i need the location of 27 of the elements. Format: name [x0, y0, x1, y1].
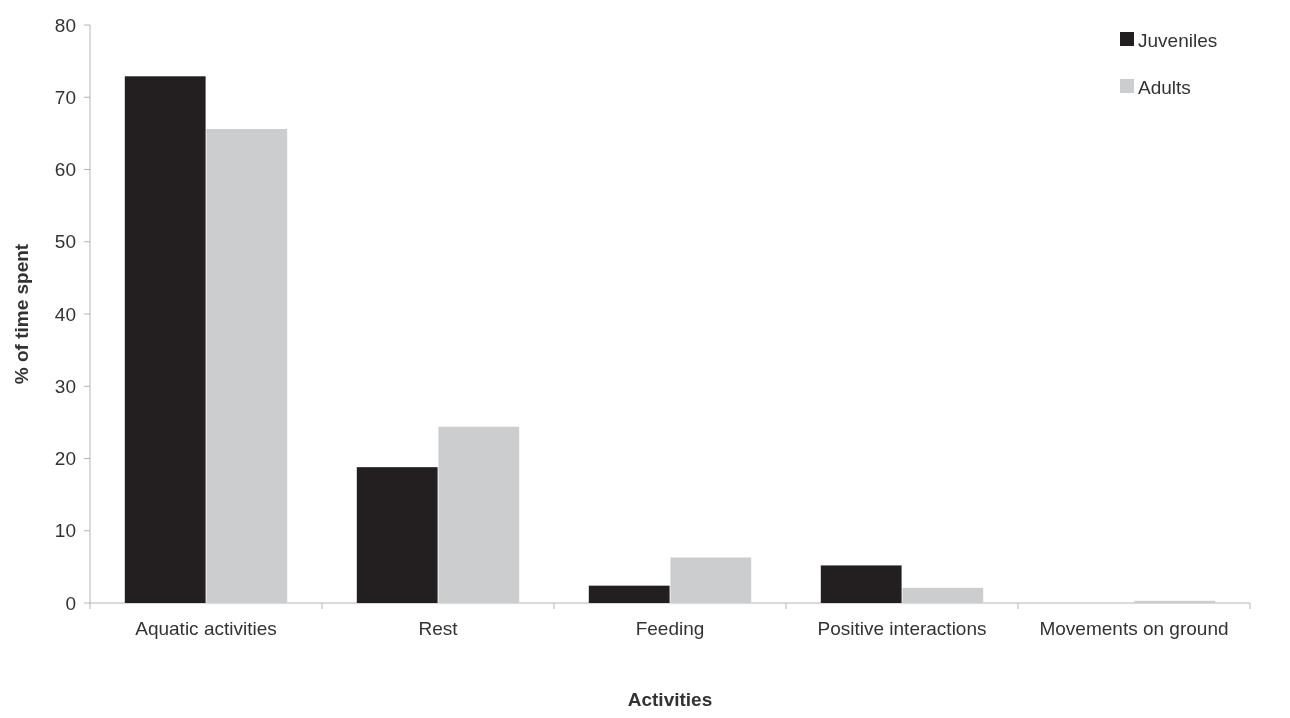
y-tick-label: 20 — [54, 448, 76, 470]
y-tick-label: 0 — [65, 592, 76, 614]
bar — [588, 585, 670, 603]
y-tick-label: 10 — [54, 520, 76, 542]
x-tick-label: Aquatic activities — [135, 618, 277, 639]
legend-label: Juveniles — [1138, 29, 1218, 51]
x-tick-label: Movements on ground — [1039, 618, 1229, 639]
x-tick-label: Positive interactions — [817, 618, 987, 639]
bar — [670, 557, 752, 603]
y-tick-label: 70 — [54, 86, 76, 108]
y-tick-label: 40 — [54, 303, 76, 325]
y-axis-title: % of time spent — [11, 243, 32, 385]
legend-label: Adults — [1138, 76, 1191, 98]
x-axis-title: Activities — [627, 689, 713, 710]
x-tick-label: Feeding — [635, 618, 705, 639]
bar — [438, 426, 520, 603]
x-tick-label: Rest — [418, 618, 459, 639]
bar — [1134, 600, 1216, 603]
bar — [356, 467, 438, 603]
bar — [902, 587, 984, 603]
y-tick-label: 30 — [54, 375, 76, 397]
bar — [124, 76, 206, 603]
y-tick-label: 60 — [54, 159, 76, 181]
y-tick-label: 50 — [54, 231, 76, 253]
y-tick-label: 80 — [54, 14, 76, 36]
bar — [820, 565, 902, 603]
bar — [206, 129, 288, 603]
